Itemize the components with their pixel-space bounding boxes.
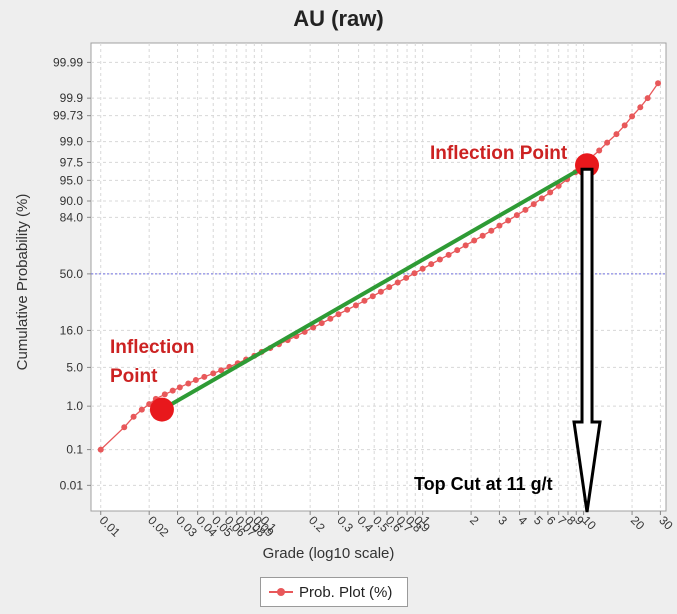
x-tick-label: 2 — [467, 513, 482, 528]
data-point — [352, 302, 359, 309]
data-point — [538, 195, 545, 202]
data-point — [411, 270, 418, 277]
data-point — [138, 406, 145, 413]
y-tick-label: 90.0 — [60, 194, 84, 208]
legend-marker-icon — [269, 586, 293, 598]
data-point — [522, 206, 529, 213]
data-point — [318, 320, 325, 327]
data-point — [637, 104, 644, 111]
y-tick-label: 0.01 — [60, 478, 84, 492]
x-tick-label: 5 — [531, 513, 546, 528]
x-tick-label: 4 — [515, 513, 530, 528]
data-point — [462, 242, 469, 249]
data-point — [471, 237, 478, 244]
data-point — [436, 256, 443, 263]
data-point — [479, 232, 486, 239]
y-tick-label: 99.9 — [60, 91, 84, 105]
data-point — [644, 95, 651, 102]
data-point — [454, 247, 461, 254]
y-axis-label: Cumulative Probability (%) — [14, 194, 31, 371]
data-point — [547, 189, 554, 196]
y-tick-label: 95.0 — [60, 173, 84, 187]
data-point — [621, 122, 628, 129]
plot-area — [90, 42, 667, 512]
x-tick-label: 0.2 — [306, 513, 328, 535]
x-tick-label: 0.3 — [334, 513, 356, 535]
data-point — [176, 384, 183, 391]
x-tick-label: 3 — [495, 513, 510, 528]
y-tick-label: 0.1 — [66, 443, 83, 457]
y-tick-label: 50.0 — [60, 267, 84, 281]
data-point — [218, 367, 225, 374]
data-point — [596, 147, 603, 154]
x-tick-label: 30 — [656, 513, 676, 533]
data-point — [185, 380, 192, 387]
y-tick-label: 97.5 — [60, 155, 84, 169]
data-point — [613, 131, 620, 138]
y-tick-label: 84.0 — [60, 210, 84, 224]
data-point — [169, 387, 176, 394]
data-point — [655, 80, 662, 87]
data-point — [121, 424, 128, 431]
data-point — [344, 306, 351, 313]
y-tick-label: 99.99 — [53, 55, 83, 69]
y-tick-label: 1.0 — [66, 399, 83, 413]
data-point — [530, 201, 537, 208]
data-point — [505, 217, 512, 224]
fit-line — [160, 163, 589, 412]
data-point — [361, 297, 368, 304]
y-tick-label: 99.73 — [53, 109, 83, 123]
data-point — [488, 227, 495, 234]
x-tick-label: 0.01 — [97, 513, 124, 540]
data-point — [210, 370, 217, 377]
x-tick-label: 0.03 — [173, 513, 200, 540]
data-point — [201, 373, 208, 380]
top-cut-arrow-icon — [572, 167, 602, 513]
data-point — [377, 288, 384, 295]
legend: Prob. Plot (%) — [260, 577, 408, 607]
chart-title: AU (raw) — [293, 6, 384, 31]
data-point — [97, 446, 104, 453]
data-point — [403, 274, 410, 281]
data-point — [327, 315, 334, 322]
x-tick-label: 20 — [628, 513, 648, 533]
data-point — [192, 376, 199, 383]
data-point — [604, 139, 611, 146]
data-point — [496, 222, 503, 229]
upper-inflection-point-label: Inflection Point — [430, 143, 568, 164]
data-point — [428, 261, 435, 268]
data-point — [310, 324, 317, 331]
legend-label: Prob. Plot (%) — [299, 583, 393, 601]
data-point — [161, 391, 168, 398]
data-point — [130, 413, 137, 420]
data-point — [629, 113, 636, 120]
data-point — [394, 279, 401, 286]
data-point — [369, 293, 376, 300]
data-point — [386, 284, 393, 291]
y-tick-label: 16.0 — [60, 323, 84, 337]
x-axis-label: Grade (log10 scale) — [263, 545, 395, 562]
top-cut-label: Top Cut at 11 g/t — [414, 474, 553, 494]
lower-inflection-point-label: Inflection Point — [110, 337, 194, 387]
x-tick-label: 0.02 — [145, 513, 172, 540]
y-tick-label: 5.0 — [66, 360, 83, 374]
data-point — [445, 251, 452, 258]
lower-inflection-point-marker — [149, 397, 174, 422]
data-point — [419, 265, 426, 272]
y-tick-label: 99.0 — [60, 135, 84, 149]
data-point — [513, 212, 520, 219]
data-point — [335, 311, 342, 318]
